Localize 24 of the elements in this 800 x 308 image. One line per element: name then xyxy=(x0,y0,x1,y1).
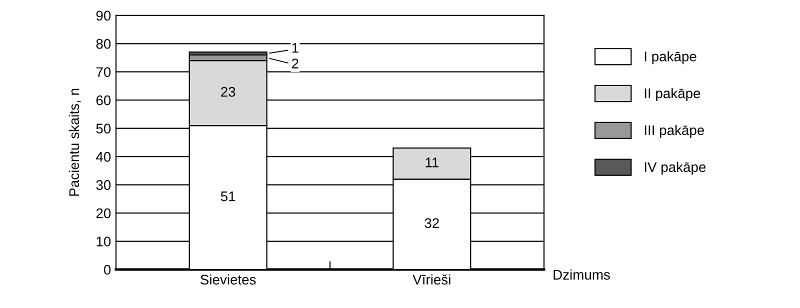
y-tick-label: 70 xyxy=(96,67,111,78)
data-label: 1 xyxy=(292,43,298,53)
legend-label: IV pakāpe xyxy=(644,162,706,175)
data-label: 2 xyxy=(292,58,298,68)
y-tick-label: 30 xyxy=(96,180,111,190)
y-tick-label: 0 xyxy=(104,264,111,275)
y-tick-label: 80 xyxy=(96,38,111,49)
y-axis-title: Pacientu skaits, n xyxy=(68,88,81,196)
legend-label: III pakāpe xyxy=(644,124,704,138)
y-tick-label: 60 xyxy=(96,95,111,106)
data-label: 11 xyxy=(426,158,438,168)
y-tick-label: 90 xyxy=(96,10,111,21)
y-tick-label: 50 xyxy=(96,124,111,134)
data-label: 23 xyxy=(221,86,236,97)
y-tick-label: 10 xyxy=(96,236,111,246)
legend-label: II pakāpe xyxy=(644,88,700,102)
y-tick-label: 20 xyxy=(96,208,111,218)
x-axis-title: Dzimums xyxy=(554,270,610,280)
x-tick-label: Sievietes xyxy=(200,274,256,285)
data-label: 32 xyxy=(424,218,439,228)
x-tick-label: Vīrieši xyxy=(412,274,450,285)
data-label: 51 xyxy=(220,192,236,202)
y-tick-label: 40 xyxy=(96,152,111,162)
legend-label: I pakāpe xyxy=(644,51,696,64)
